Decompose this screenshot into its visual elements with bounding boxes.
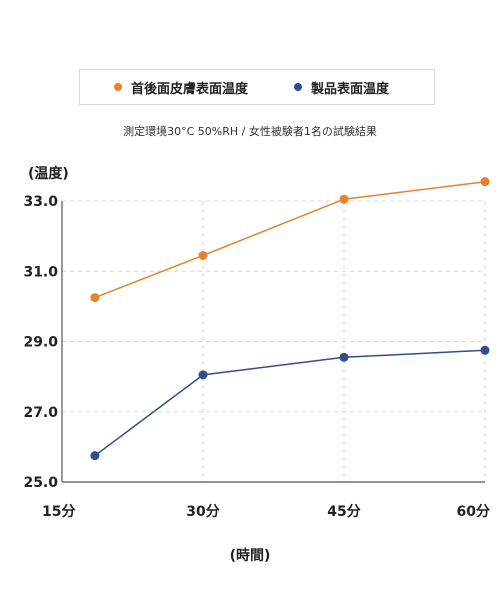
legend-label-product: 製品表面温度 — [311, 81, 390, 97]
chart-subtitle: 測定環境30°C 50%RH / 女性被験者1名の試験結果 — [123, 125, 377, 138]
series-0 — [90, 177, 490, 303]
data-point — [90, 451, 100, 461]
data-point — [480, 345, 490, 355]
data-point — [198, 250, 208, 260]
data-point — [90, 293, 100, 303]
data-point — [339, 352, 349, 362]
data-point — [198, 370, 208, 380]
legend-dot-skin — [114, 83, 122, 91]
tick-labels: 25.0 27.0 29.0 31.0 33.0 15分 30分 45分 60分 — [23, 194, 490, 520]
x-tick-label: 30分 — [186, 504, 219, 520]
legend: 首後面皮膚表面温度 製品表面温度 — [79, 69, 435, 105]
grid — [62, 200, 486, 482]
series-1 — [90, 345, 490, 461]
series-line — [94, 180, 486, 299]
data-point — [480, 177, 490, 187]
legend-label-skin: 首後面皮膚表面温度 — [131, 81, 249, 97]
legend-item-skin: 首後面皮膚表面温度 — [114, 70, 248, 104]
y-axis-label: (温度) — [28, 166, 69, 182]
x-axis-label: (時間) — [229, 548, 271, 564]
legend-item-product: 製品表面温度 — [294, 70, 389, 104]
y-tick-label: 31.0 — [23, 264, 58, 280]
series — [90, 177, 490, 461]
axes — [61, 201, 485, 483]
data-point — [339, 194, 349, 204]
x-tick-label: 15分 — [42, 504, 75, 520]
y-tick-label: 27.0 — [23, 405, 58, 421]
x-tick-label: 60分 — [457, 504, 490, 520]
x-tick-label: 45分 — [327, 504, 360, 520]
legend-dot-product — [294, 83, 302, 91]
series-line — [94, 349, 486, 457]
y-tick-label: 33.0 — [23, 194, 58, 210]
y-tick-label: 29.0 — [23, 335, 58, 351]
y-tick-label: 25.0 — [23, 475, 58, 491]
